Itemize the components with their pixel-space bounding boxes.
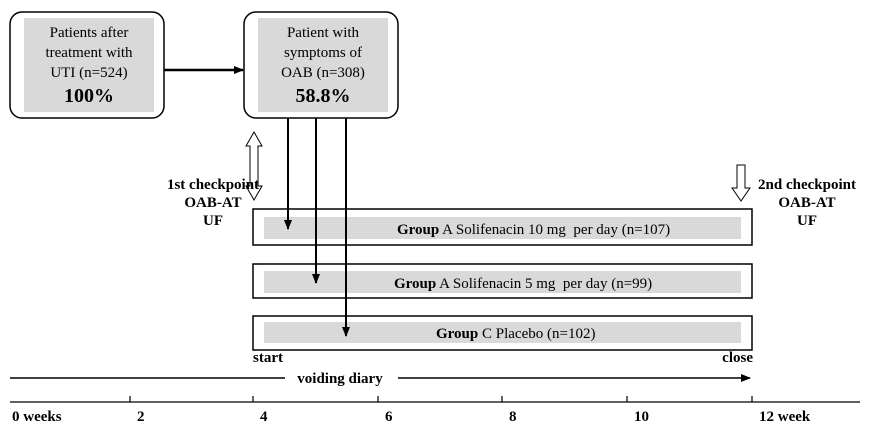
box-text: OAB (n=308) bbox=[281, 65, 365, 81]
checkpoint-text: 1st checkpoint bbox=[167, 177, 259, 193]
box-oab: Patient with symptoms of OAB (n=308) 58.… bbox=[243, 11, 399, 119]
close-label: close bbox=[722, 350, 753, 366]
checkpoint-arrow bbox=[731, 164, 751, 202]
timeline-ticks bbox=[129, 396, 753, 402]
box-text: symptoms of bbox=[284, 45, 362, 61]
group-box: Group A Solifenacin 5 mg per day (n=99) bbox=[252, 263, 753, 299]
timeline-label: 6 bbox=[385, 409, 393, 425]
timeline-label: 4 bbox=[260, 409, 268, 425]
diary-label: voiding diary bbox=[297, 371, 383, 387]
group-box: Group A Solifenacin 10 mg per day (n=107… bbox=[252, 208, 753, 246]
box-text: UTI (n=524) bbox=[50, 65, 127, 81]
timeline-label: 2 bbox=[137, 409, 145, 425]
timeline-label: 12 week bbox=[759, 409, 811, 425]
checkpoint-arrow bbox=[245, 130, 263, 202]
checkpoint-text: UF bbox=[203, 213, 223, 229]
box-utis: Patients after treatment with UTI (n=524… bbox=[9, 11, 165, 119]
start-label: start bbox=[253, 350, 283, 366]
group-text: Group A Solifenacin 10 mg per day (n=107… bbox=[397, 222, 670, 238]
checkpoint-text: OAB-AT bbox=[778, 195, 835, 211]
checkpoint-text: 2nd checkpoint bbox=[758, 177, 856, 193]
group-text: Group C Placebo (n=102) bbox=[436, 326, 595, 342]
checkpoint-text: UF bbox=[797, 213, 817, 229]
box-text: treatment with bbox=[45, 45, 133, 61]
box-percent: 100% bbox=[64, 85, 114, 107]
box-text: Patients after bbox=[50, 25, 129, 41]
timeline-label: 10 bbox=[634, 409, 649, 425]
group-box: Group C Placebo (n=102) bbox=[252, 315, 753, 351]
timeline-label: 0 weeks bbox=[12, 409, 62, 425]
timeline-label: 8 bbox=[509, 409, 517, 425]
box-percent: 58.8% bbox=[296, 85, 351, 107]
box-text: Patient with bbox=[287, 25, 360, 41]
group-text: Group A Solifenacin 5 mg per day (n=99) bbox=[394, 276, 652, 292]
checkpoint-text: OAB-AT bbox=[184, 195, 241, 211]
